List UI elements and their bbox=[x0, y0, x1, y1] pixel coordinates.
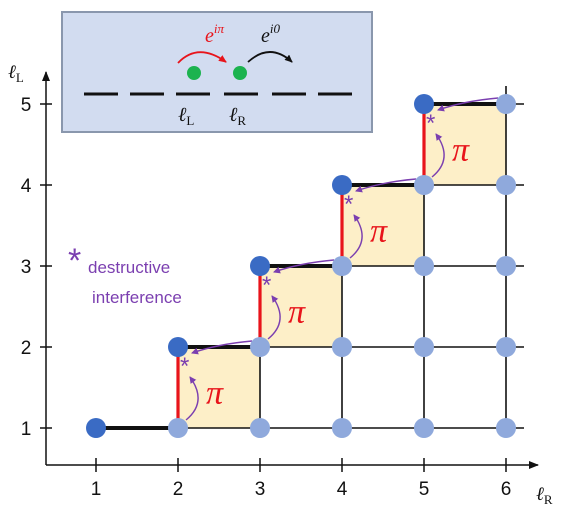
destructive-marker: * bbox=[68, 242, 81, 280]
empty-site bbox=[168, 418, 188, 438]
x-tick-label: 6 bbox=[501, 479, 512, 500]
destructive-interference-note: * destructive interference bbox=[68, 242, 182, 307]
pi-label: π bbox=[452, 132, 470, 169]
interference-arrow-bottom bbox=[349, 214, 363, 259]
empty-site bbox=[496, 418, 516, 438]
empty-site bbox=[496, 337, 516, 357]
interference-arrow-top bbox=[191, 340, 253, 355]
x-tick-label: 2 bbox=[173, 479, 184, 500]
axis-ticks: 1 2 3 4 5 6 1 2 3 4 5 bbox=[21, 95, 512, 500]
empty-site bbox=[414, 175, 434, 195]
y-tick-label: 4 bbox=[21, 176, 32, 197]
x-axis-label: ℓR bbox=[536, 484, 553, 507]
inset-hop-phase-right: ei0 bbox=[261, 21, 281, 47]
destructive-marker: * bbox=[344, 191, 353, 218]
pi-label: π bbox=[288, 294, 306, 331]
empty-site bbox=[332, 418, 352, 438]
inset-panel: eiπ ei0 ℓL ℓR bbox=[61, 11, 373, 133]
y-tick-label: 2 bbox=[21, 338, 32, 359]
inset-hop-arrow-left bbox=[177, 51, 227, 64]
occupied-site bbox=[250, 256, 270, 276]
empty-site bbox=[332, 256, 352, 276]
empty-site bbox=[332, 337, 352, 357]
destructive-marker: * bbox=[180, 353, 189, 380]
inset-particle-left bbox=[187, 66, 201, 80]
y-tick-label: 3 bbox=[21, 257, 32, 278]
inset-particle-right bbox=[233, 66, 247, 80]
empty-site bbox=[414, 337, 434, 357]
interference-arrow-top bbox=[273, 259, 335, 274]
destructive-marker: * bbox=[426, 110, 435, 137]
note-line-2: interference bbox=[92, 288, 182, 307]
x-tick-label: 1 bbox=[91, 479, 102, 500]
lattice-sites bbox=[86, 94, 516, 438]
inset-site-right-label: ℓR bbox=[229, 104, 246, 128]
interference-arrow-bottom bbox=[267, 295, 281, 340]
pi-edges bbox=[176, 104, 426, 428]
inset-hop-phase-left: eiπ bbox=[205, 21, 225, 47]
pi-labels: π π π π bbox=[206, 132, 470, 412]
destructive-marker: * bbox=[262, 272, 271, 299]
empty-site bbox=[414, 256, 434, 276]
empty-site bbox=[250, 337, 270, 357]
empty-site bbox=[496, 94, 516, 114]
x-tick-label: 3 bbox=[255, 479, 266, 500]
y-tick-label: 1 bbox=[21, 419, 32, 440]
empty-site bbox=[250, 418, 270, 438]
occupied-site bbox=[168, 337, 188, 357]
occupied-site bbox=[414, 94, 434, 114]
y-tick-label: 5 bbox=[21, 95, 32, 116]
interference-arrow-bottom bbox=[431, 133, 445, 178]
y-axis-label: ℓL bbox=[8, 62, 24, 85]
inset-site-left-label: ℓL bbox=[178, 104, 194, 128]
note-line-1: destructive bbox=[88, 258, 170, 277]
occupied-site bbox=[86, 418, 106, 438]
interference-arrow-bottom bbox=[185, 376, 199, 421]
occupied-site bbox=[332, 175, 352, 195]
pi-label: π bbox=[370, 213, 388, 250]
pi-label: π bbox=[206, 375, 224, 412]
empty-site bbox=[496, 256, 516, 276]
interference-arrows: * * * * bbox=[180, 97, 499, 421]
x-tick-label: 4 bbox=[337, 479, 348, 500]
inset-hop-arrow-right bbox=[247, 51, 293, 63]
x-tick-label: 5 bbox=[419, 479, 430, 500]
interference-arrow-top bbox=[437, 97, 499, 112]
empty-site bbox=[414, 418, 434, 438]
interference-arrow-top bbox=[355, 178, 417, 193]
empty-site bbox=[496, 175, 516, 195]
inset-background bbox=[61, 11, 373, 133]
